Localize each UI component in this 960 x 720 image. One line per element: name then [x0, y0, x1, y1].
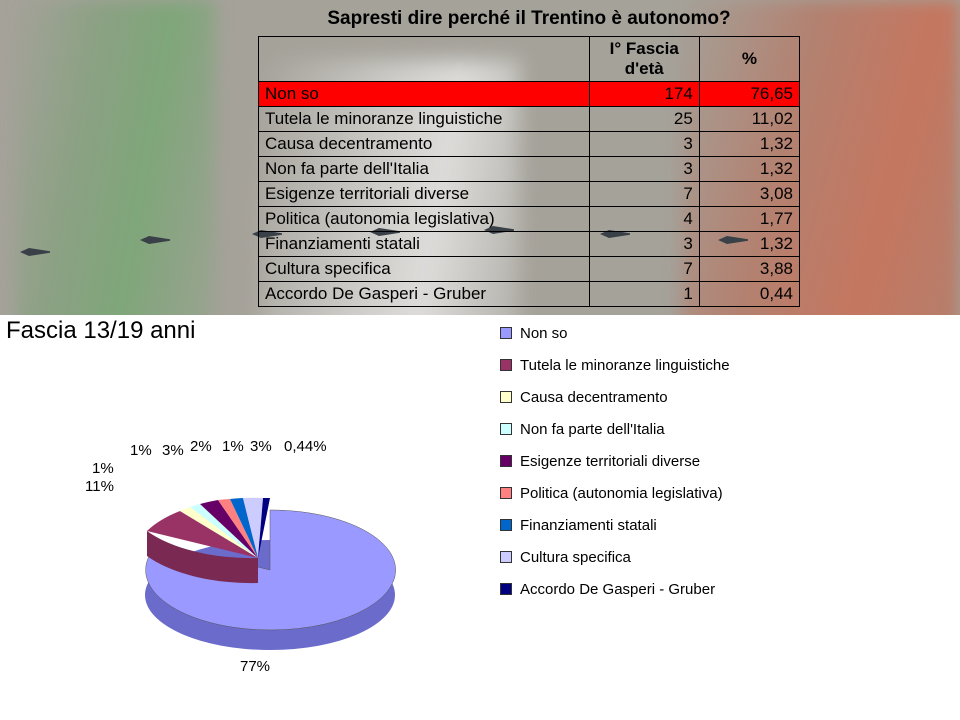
cell-pct: 0,44: [699, 282, 799, 307]
pct-label: 3%: [162, 442, 184, 459]
cell-pct: 1,32: [699, 132, 799, 157]
cell-count: 3: [589, 132, 699, 157]
legend-text: Non so: [520, 325, 568, 343]
legend-text: Esigenze territoriali diverse: [520, 453, 700, 471]
legend-text: Politica (autonomia legislativa): [520, 485, 723, 503]
legend-item: Accordo De Gasperi - Gruber: [500, 581, 770, 599]
pct-label: 2%: [190, 438, 212, 455]
cell-count: 1: [589, 282, 699, 307]
legend-text: Cultura specifica: [520, 549, 631, 567]
cell-count: 174: [589, 82, 699, 107]
cell-label: Accordo De Gasperi - Gruber: [259, 282, 590, 307]
cell-label: Non so: [259, 82, 590, 107]
col-header-label: [259, 37, 590, 82]
legend-item: Politica (autonomia legislativa): [500, 485, 770, 503]
cell-label: Causa decentramento: [259, 132, 590, 157]
pct-label: 1%: [92, 460, 114, 477]
chart-panel: Fascia 13/19 anni: [0, 315, 960, 720]
cell-pct: 3,08: [699, 182, 799, 207]
pie-top: [146, 498, 396, 630]
legend-swatch: [500, 583, 512, 595]
chart-legend: Non so Tutela le minoranze linguistiche Ca…: [500, 325, 770, 613]
legend-swatch: [500, 391, 512, 403]
cell-count: 25: [589, 107, 699, 132]
cell-pct: 3,88: [699, 257, 799, 282]
legend-item: Finanziamenti statali: [500, 517, 770, 535]
legend-swatch: [500, 487, 512, 499]
legend-swatch: [500, 551, 512, 563]
cell-pct: 11,02: [699, 107, 799, 132]
legend-item: Tutela le minoranze linguistiche: [500, 357, 770, 375]
table-title: Sapresti dire perché il Trentino è auton…: [258, 6, 800, 36]
legend-item: Non so: [500, 325, 770, 343]
pct-label: 1%: [222, 438, 244, 455]
legend-item: Causa decentramento: [500, 389, 770, 407]
legend-text: Causa decentramento: [520, 389, 668, 407]
cell-pct: 1,32: [699, 232, 799, 257]
pct-label: 0,44%: [284, 438, 327, 455]
pct-label: 11%: [85, 478, 114, 495]
legend-text: Tutela le minoranze linguistiche: [520, 357, 730, 375]
pct-label: 3%: [250, 438, 272, 455]
table-row: Tutela le minoranze linguistiche2511,02: [259, 107, 800, 132]
chart-title: Fascia 13/19 anni: [6, 317, 195, 345]
table-row: Esigenze territoriali diverse73,08: [259, 182, 800, 207]
survey-table: I° Fascia d'età % Non so17476,65Tutela l…: [258, 36, 800, 307]
cell-label: Tutela le minoranze linguistiche: [259, 107, 590, 132]
table-row: Politica (autonomia legislativa)41,77: [259, 207, 800, 232]
legend-swatch: [500, 423, 512, 435]
pct-big-label: 77%: [240, 658, 270, 675]
cell-pct: 76,65: [699, 82, 799, 107]
legend-item: Esigenze territoriali diverse: [500, 453, 770, 471]
cell-count: 7: [589, 182, 699, 207]
legend-text: Accordo De Gasperi - Gruber: [520, 581, 715, 599]
cell-label: Esigenze territoriali diverse: [259, 182, 590, 207]
cell-label: Cultura specifica: [259, 257, 590, 282]
cell-count: 3: [589, 232, 699, 257]
table-header-row: I° Fascia d'età %: [259, 37, 800, 82]
legend-item: Cultura specifica: [500, 549, 770, 567]
table-row: Causa decentramento31,32: [259, 132, 800, 157]
table-row: Non so17476,65: [259, 82, 800, 107]
cell-label: Non fa parte dell'Italia: [259, 157, 590, 182]
cell-label: Finanziamenti statali: [259, 232, 590, 257]
survey-table-wrap: Sapresti dire perché il Trentino è auton…: [258, 6, 800, 307]
pct-label: 1%: [130, 442, 152, 459]
table-row: Accordo De Gasperi - Gruber10,44: [259, 282, 800, 307]
cell-label: Politica (autonomia legislativa): [259, 207, 590, 232]
cell-count: 4: [589, 207, 699, 232]
legend-swatch: [500, 359, 512, 371]
table-row: Cultura specifica73,88: [259, 257, 800, 282]
cell-pct: 1,77: [699, 207, 799, 232]
table-row: Non fa parte dell'Italia31,32: [259, 157, 800, 182]
legend-item: Non fa parte dell'Italia: [500, 421, 770, 439]
legend-swatch: [500, 519, 512, 531]
col-header-count: I° Fascia d'età: [589, 37, 699, 82]
pie-chart: 1% 11% 1% 3% 2% 1% 3% 0,44% 77%: [100, 400, 450, 700]
cell-count: 7: [589, 257, 699, 282]
legend-text: Non fa parte dell'Italia: [520, 421, 665, 439]
cell-pct: 1,32: [699, 157, 799, 182]
pie-svg: [100, 400, 450, 700]
legend-swatch: [500, 327, 512, 339]
legend-text: Finanziamenti statali: [520, 517, 657, 535]
col-header-pct: %: [699, 37, 799, 82]
legend-swatch: [500, 455, 512, 467]
table-row: Finanziamenti statali31,32: [259, 232, 800, 257]
cell-count: 3: [589, 157, 699, 182]
